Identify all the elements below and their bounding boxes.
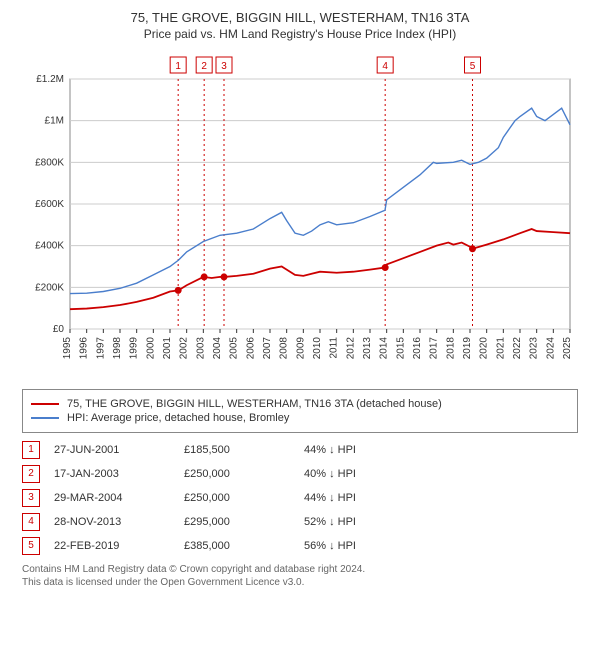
event-date: 29-MAR-2004 <box>54 492 184 504</box>
footer-line-2: This data is licensed under the Open Gov… <box>22 576 578 589</box>
svg-text:1995: 1995 <box>62 337 73 360</box>
svg-text:2010: 2010 <box>312 337 323 360</box>
svg-text:1998: 1998 <box>112 337 123 360</box>
svg-text:2007: 2007 <box>262 337 273 360</box>
event-row: 3 29-MAR-2004£250,00044% ↓ HPI <box>22 489 578 507</box>
event-price: £295,000 <box>184 516 304 528</box>
event-price: £250,000 <box>184 492 304 504</box>
event-price: £250,000 <box>184 468 304 480</box>
svg-text:2018: 2018 <box>445 337 456 360</box>
svg-text:£600K: £600K <box>35 199 64 210</box>
legend: 75, THE GROVE, BIGGIN HILL, WESTERHAM, T… <box>22 389 578 433</box>
event-delta: 52% ↓ HPI <box>304 516 356 528</box>
svg-text:£1.2M: £1.2M <box>36 74 64 85</box>
legend-label: 75, THE GROVE, BIGGIN HILL, WESTERHAM, T… <box>67 398 442 410</box>
svg-text:2004: 2004 <box>212 337 223 360</box>
svg-text:2000: 2000 <box>145 337 156 360</box>
event-delta: 44% ↓ HPI <box>304 492 356 504</box>
event-delta: 56% ↓ HPI <box>304 540 356 552</box>
svg-text:2009: 2009 <box>295 337 306 360</box>
svg-text:£400K: £400K <box>35 241 64 252</box>
title-line-1: 75, THE GROVE, BIGGIN HILL, WESTERHAM, T… <box>10 10 590 25</box>
svg-text:2024: 2024 <box>545 337 556 360</box>
legend-item: HPI: Average price, detached house, Brom… <box>31 412 569 424</box>
event-marker: 4 <box>22 513 40 531</box>
event-date: 28-NOV-2013 <box>54 516 184 528</box>
event-delta: 40% ↓ HPI <box>304 468 356 480</box>
legend-swatch <box>31 417 59 419</box>
title-block: 75, THE GROVE, BIGGIN HILL, WESTERHAM, T… <box>10 10 590 41</box>
svg-text:2: 2 <box>201 61 207 72</box>
svg-text:2022: 2022 <box>512 337 523 360</box>
svg-text:2006: 2006 <box>245 337 256 360</box>
legend-label: HPI: Average price, detached house, Brom… <box>67 412 289 424</box>
event-marker: 1 <box>22 441 40 459</box>
svg-text:2012: 2012 <box>345 337 356 360</box>
svg-text:1996: 1996 <box>79 337 90 360</box>
svg-text:3: 3 <box>221 61 227 72</box>
event-marker: 5 <box>22 537 40 555</box>
event-date: 17-JAN-2003 <box>54 468 184 480</box>
event-date: 22-FEB-2019 <box>54 540 184 552</box>
events-table: 127-JUN-2001£185,50044% ↓ HPI217-JAN-200… <box>22 441 578 555</box>
footer-line-1: Contains HM Land Registry data © Crown c… <box>22 563 578 576</box>
svg-text:2008: 2008 <box>279 337 290 360</box>
footer: Contains HM Land Registry data © Crown c… <box>22 563 578 589</box>
chart-container: £0 £200K £400K £600K £800K £1M £1.2M 1995 1996 19… <box>20 49 580 379</box>
svg-text:2019: 2019 <box>462 337 473 360</box>
event-price: £185,500 <box>184 444 304 456</box>
svg-text:2002: 2002 <box>179 337 190 360</box>
svg-text:2013: 2013 <box>362 337 373 360</box>
event-row: 5 22-FEB-2019£385,00056% ↓ HPI <box>22 537 578 555</box>
svg-text:2023: 2023 <box>529 337 540 360</box>
event-price: £385,000 <box>184 540 304 552</box>
svg-text:2001: 2001 <box>162 337 173 360</box>
legend-item: 75, THE GROVE, BIGGIN HILL, WESTERHAM, T… <box>31 398 569 410</box>
svg-text:2017: 2017 <box>429 337 440 360</box>
svg-text:£0: £0 <box>53 324 65 335</box>
svg-text:2003: 2003 <box>195 337 206 360</box>
legend-swatch <box>31 403 59 405</box>
event-row: 2 17-JAN-2003£250,00040% ↓ HPI <box>22 465 578 483</box>
event-date: 27-JUN-2001 <box>54 444 184 456</box>
event-delta: 44% ↓ HPI <box>304 444 356 456</box>
svg-text:5: 5 <box>470 61 476 72</box>
title-line-2: Price paid vs. HM Land Registry's House … <box>10 27 590 41</box>
svg-text:2015: 2015 <box>395 337 406 360</box>
svg-text:£1M: £1M <box>45 116 64 127</box>
svg-text:2025: 2025 <box>562 337 573 360</box>
svg-text:2011: 2011 <box>329 337 340 359</box>
svg-text:4: 4 <box>382 61 388 72</box>
svg-text:1997: 1997 <box>95 337 106 360</box>
svg-text:£800K: £800K <box>35 157 64 168</box>
svg-text:2016: 2016 <box>412 337 423 360</box>
svg-text:2005: 2005 <box>229 337 240 360</box>
event-marker: 2 <box>22 465 40 483</box>
svg-text:2021: 2021 <box>495 337 506 360</box>
price-chart: £0 £200K £400K £600K £800K £1M £1.2M 1995 1996 19… <box>20 49 580 379</box>
svg-text:£200K: £200K <box>35 282 64 293</box>
event-row: 1 27-JUN-2001£185,50044% ↓ HPI <box>22 441 578 459</box>
svg-text:1999: 1999 <box>129 337 140 360</box>
event-marker: 3 <box>22 489 40 507</box>
svg-text:2020: 2020 <box>479 337 490 360</box>
svg-text:1: 1 <box>175 61 181 72</box>
svg-text:2014: 2014 <box>379 337 390 360</box>
event-row: 4 28-NOV-2013£295,00052% ↓ HPI <box>22 513 578 531</box>
